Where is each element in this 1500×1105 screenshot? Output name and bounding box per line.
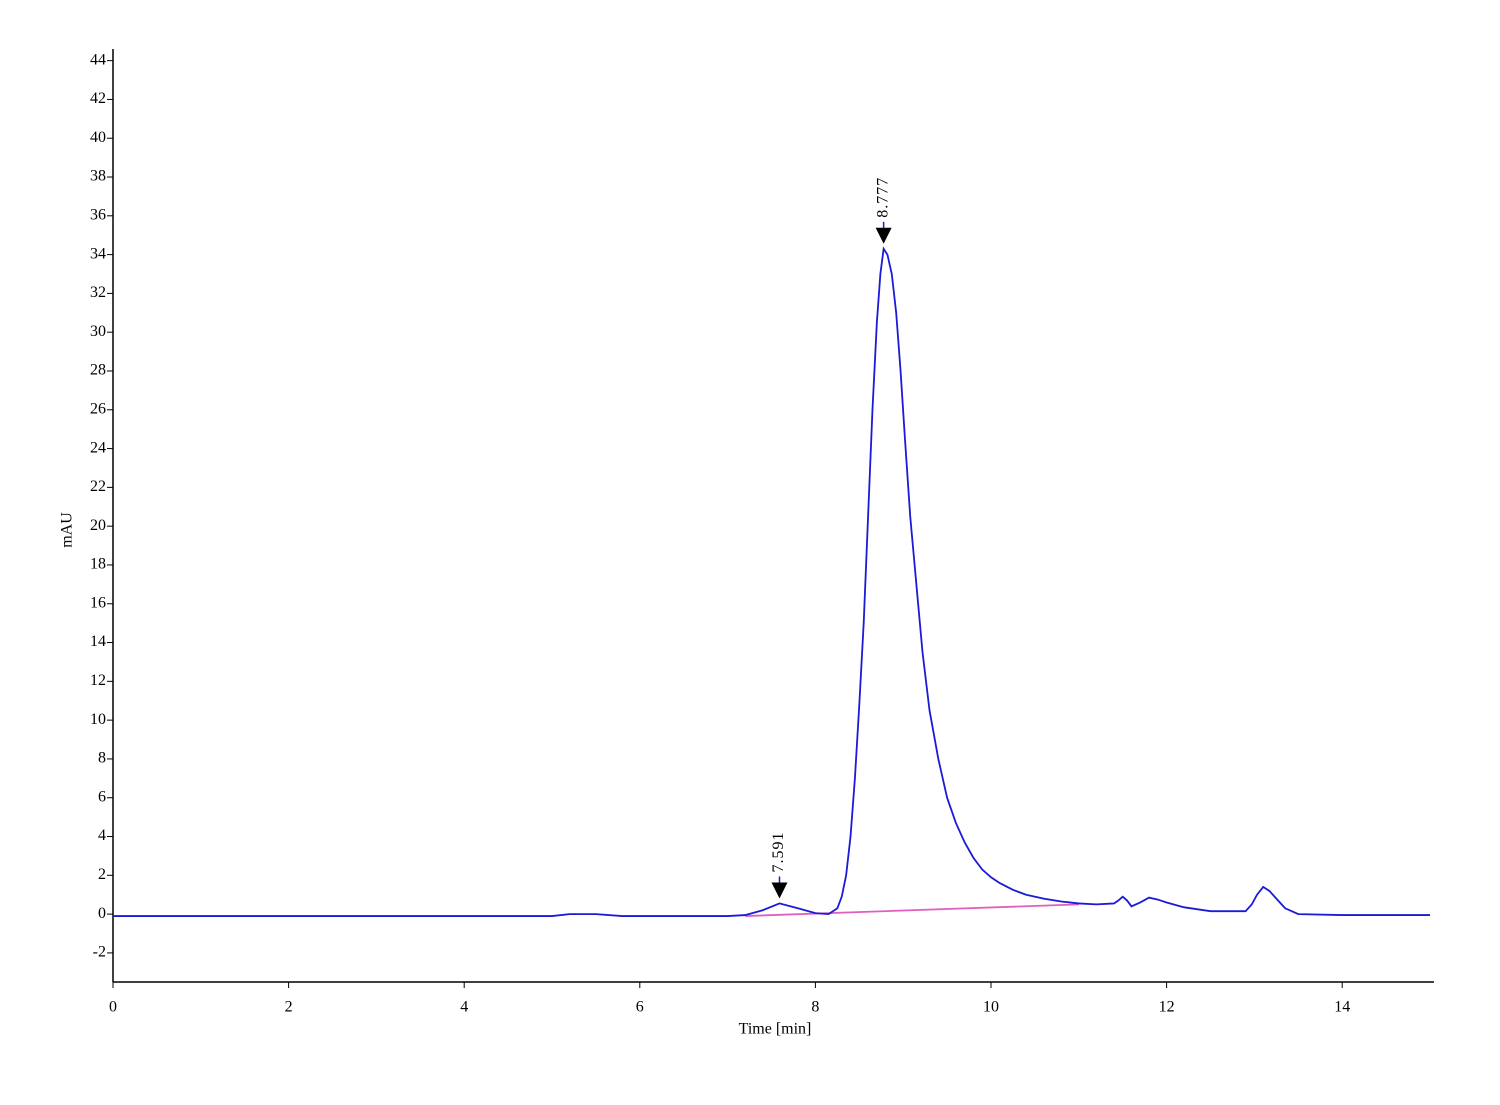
peak-marker [771,882,788,899]
y-tick-label: 6 [98,788,106,805]
x-tick-label: 4 [460,999,468,1016]
x-tick-label: 6 [636,999,644,1016]
y-tick-label: 28 [90,362,106,379]
y-tick-label: 12 [90,672,106,689]
y-axis-label: mAU [59,512,76,548]
y-tick-label: 4 [98,827,106,844]
y-tick-label: 2 [98,866,106,883]
x-axis-label: Time [min] [739,1021,812,1038]
peak-label: 8.777 [874,177,891,218]
x-tick-label: 8 [811,999,819,1016]
line [113,246,1430,917]
y-tick-label: 44 [90,51,106,68]
y-tick-label: 10 [90,711,106,728]
y-tick-label: 16 [90,594,106,611]
y-tick-label: 18 [90,556,106,573]
y-tick-label: 20 [90,517,106,534]
peak-label: 7.591 [770,831,787,872]
y-tick-label: 0 [98,905,106,922]
y-tick-label: 24 [90,439,106,456]
line [745,903,1079,917]
y-tick-label: 40 [90,129,106,146]
y-tick-label: 32 [90,284,106,301]
x-tick-label: 12 [1159,999,1175,1016]
y-tick-label: 34 [90,245,106,262]
y-tick-label: -2 [93,944,106,961]
x-tick-label: 0 [109,999,117,1016]
y-tick-label: 26 [90,400,106,417]
y-tick-label: 22 [90,478,106,495]
x-tick-label: 2 [285,999,293,1016]
x-tick-label: 10 [983,999,999,1016]
x-tick-label: 14 [1334,999,1350,1016]
peak-marker [875,227,892,244]
y-tick-label: 14 [90,633,106,650]
y-tick-label: 8 [98,750,106,767]
y-tick-label: 42 [90,90,106,107]
y-tick-label: 36 [90,206,106,223]
y-tick-label: 30 [90,323,106,340]
y-tick-label: 38 [90,168,106,185]
